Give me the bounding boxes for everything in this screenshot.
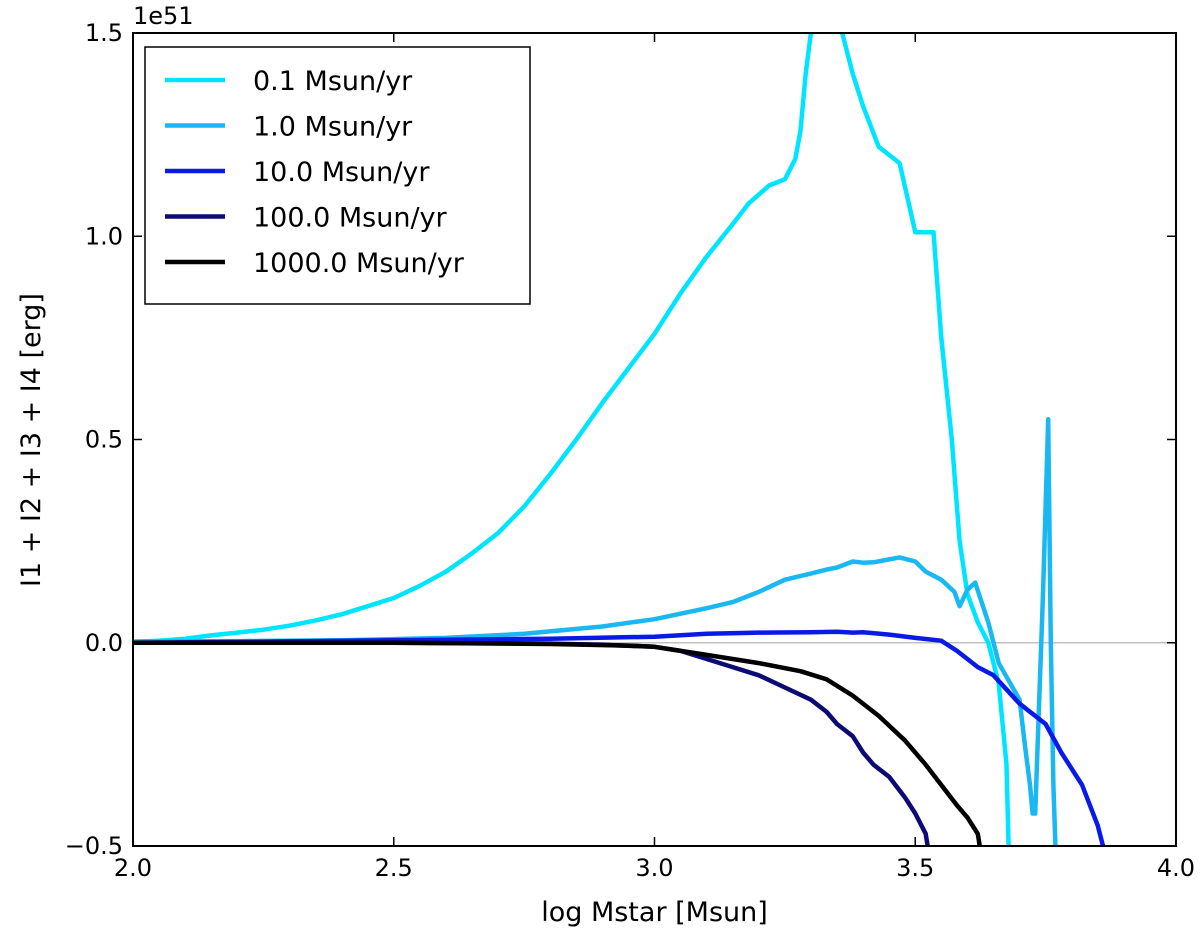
x-axis-label: log Mstar [Msun] (541, 897, 768, 928)
legend-label: 1.0 Msun/yr (253, 112, 413, 143)
y-offset-label: 1e51 (133, 2, 194, 30)
y-tick-label: 0.0 (85, 629, 123, 657)
y-tick-label: −0.5 (65, 832, 123, 860)
y-tick-label: 1.0 (85, 222, 123, 250)
legend-label: 1000.0 Msun/yr (253, 248, 465, 279)
y-tick-label: 1.5 (85, 19, 123, 47)
x-tick-label: 2.0 (114, 854, 152, 882)
x-tick-label: 2.5 (375, 854, 413, 882)
series-line-1 (133, 416, 1058, 846)
series-line-2 (133, 629, 1106, 846)
legend: 0.1 Msun/yr 1.0 Msun/yr 10.0 Msun/yr 100.0 … (144, 46, 531, 305)
x-tick-label: 4.0 (1157, 854, 1195, 882)
x-tick-label: 3.5 (896, 854, 934, 882)
series-line-0 (133, 33, 1011, 846)
series-line-4 (133, 640, 983, 846)
y-tick-label: 0.5 (85, 426, 123, 454)
legend-label: 0.1 Msun/yr (253, 66, 413, 97)
legend-label: 10.0 Msun/yr (253, 157, 430, 188)
legend-label: 100.0 Msun/yr (253, 203, 448, 234)
x-tick-label: 3.0 (635, 854, 673, 882)
y-axis-label: I1 + I2 + I3 + I4 [erg] (16, 293, 47, 587)
